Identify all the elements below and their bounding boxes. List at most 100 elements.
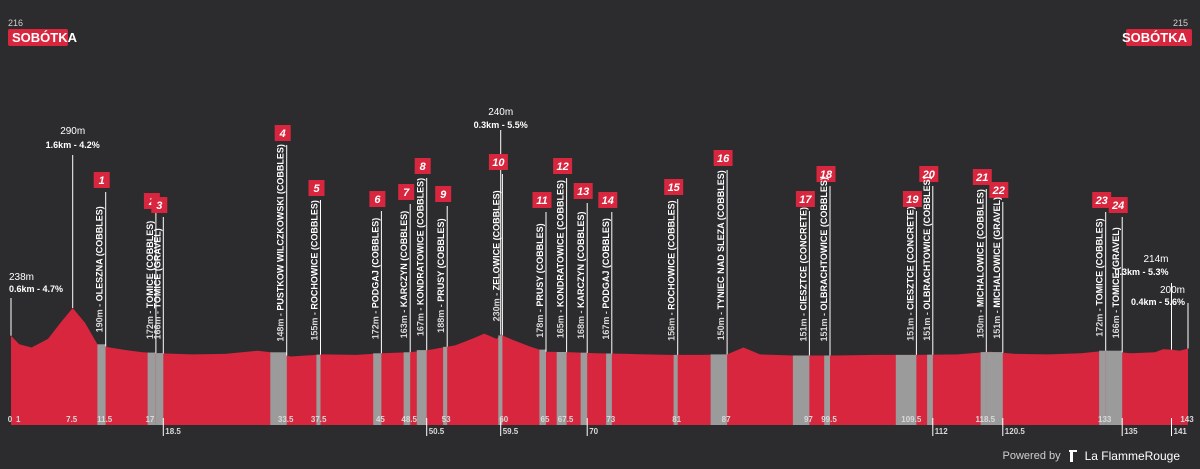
sector-number-15: 15 bbox=[668, 182, 681, 194]
km-tick-label: 141 bbox=[1174, 427, 1188, 436]
sector-number-box-3 bbox=[151, 197, 168, 213]
sector-number-box-11 bbox=[532, 192, 552, 208]
sector-bar-4 bbox=[270, 352, 287, 425]
km-tick-label: 97 bbox=[804, 415, 813, 424]
km-tick-label: 37.5 bbox=[311, 415, 327, 424]
sector-number-16: 16 bbox=[717, 153, 730, 165]
sector-number-5: 5 bbox=[313, 183, 320, 195]
sector-name-21: 150m - MICHALOWICE (COBBLES) bbox=[975, 189, 985, 338]
sector-number-4: 4 bbox=[279, 128, 286, 140]
sector-number-11: 11 bbox=[536, 195, 547, 207]
sector-name-1: 190m - OLESZNA (COBBLES) bbox=[95, 206, 105, 332]
sector-number-1: 1 bbox=[99, 175, 105, 187]
sector-number-box-20 bbox=[919, 166, 939, 182]
sector-number-box-14 bbox=[598, 192, 618, 208]
sector-bar-7 bbox=[403, 352, 411, 425]
climb-detail-4: 0.4km - 5.6% bbox=[1131, 297, 1185, 307]
km-tick-label: 53 bbox=[442, 415, 451, 424]
km-tick-label: 109.5 bbox=[901, 415, 922, 424]
finish-town-label: SOBÓTKA bbox=[1122, 30, 1188, 45]
climb-elevation-3: 214m bbox=[1143, 254, 1168, 265]
sector-name-5: 155m - ROCHOWICE (COBBLES) bbox=[310, 200, 320, 341]
elevation-profile-area bbox=[11, 308, 1188, 425]
sector-bar-13 bbox=[580, 352, 588, 425]
sector-number-13: 13 bbox=[577, 186, 589, 198]
km-tick-label: 67.5 bbox=[558, 415, 574, 424]
sector-number-box-22 bbox=[989, 182, 1009, 198]
sector-name-13: 168m - KARCZYN (COBBLES) bbox=[576, 211, 586, 339]
km-tick-label: 73 bbox=[606, 415, 615, 424]
km-tick-label: 18.5 bbox=[165, 427, 181, 436]
climb-detail-0: 0.6km - 4.7% bbox=[9, 284, 63, 294]
sector-number-18: 18 bbox=[820, 169, 833, 181]
profile-area-layer bbox=[11, 308, 1188, 425]
sector-name-15: 156m - ROCHOWICE (COBBLES) bbox=[667, 200, 677, 341]
sector-number-box-4 bbox=[274, 125, 291, 141]
sector-number-box-17 bbox=[795, 191, 815, 207]
sector-bar-12 bbox=[556, 352, 567, 425]
sector-bar-14 bbox=[606, 353, 612, 425]
km-tick-label: 59.5 bbox=[503, 427, 519, 436]
km-tick-label: 70 bbox=[589, 427, 598, 436]
sector-name-23: 172m - TOMICE (COBBLES) bbox=[1095, 218, 1105, 336]
sector-number-box-21 bbox=[972, 169, 992, 185]
flame-logo-icon bbox=[1068, 450, 1077, 462]
sector-bar-20 bbox=[927, 354, 933, 425]
sector-name-2: 172m - TOMICE (COBBLES) bbox=[145, 221, 155, 339]
sector-bar-9 bbox=[443, 346, 448, 425]
sector-name-17: 151m - CIESZTCE (CONCRETE) bbox=[798, 207, 808, 342]
sector-number-22: 22 bbox=[992, 185, 1005, 197]
sector-name-18: 151m - OLBRACHTOWICE (COBBLES) bbox=[819, 177, 829, 341]
sector-number-12: 12 bbox=[556, 161, 568, 173]
sector-bars-layer bbox=[97, 335, 1123, 425]
sector-bar-17 bbox=[792, 355, 810, 425]
climb-detail-2: 0.3km - 5.5% bbox=[474, 120, 528, 130]
sector-name-9: 188m - PRUSY (COBBLES) bbox=[436, 218, 446, 332]
sector-name-4: 148m - PUSTKOW WILCZKOWSKI (COBBLES) bbox=[276, 144, 286, 342]
km-tick-label: 48.5 bbox=[401, 415, 417, 424]
sector-bar-15 bbox=[673, 354, 678, 425]
sector-number-8: 8 bbox=[420, 161, 427, 173]
km-tick-label: 65 bbox=[541, 415, 550, 424]
km-tick-label: 1 bbox=[16, 415, 21, 424]
sector-name-10: 230m - ZELOWICE (COBBLES) bbox=[491, 190, 501, 321]
km-tick-label: 118.5 bbox=[976, 415, 996, 424]
sector-name-7: 163m - KARCZYN (COBBLES) bbox=[399, 211, 409, 339]
sector-bar-6 bbox=[373, 353, 382, 425]
sector-number-6: 6 bbox=[374, 194, 381, 206]
climb-elevation-1: 290m bbox=[60, 126, 85, 137]
sector-bar-2 bbox=[147, 352, 156, 425]
km-tick-label: 50.5 bbox=[429, 427, 445, 436]
sector-number-box-13 bbox=[573, 183, 593, 199]
sector-name-22: 151m - MICHALOWICE (GRAVEL) bbox=[992, 197, 1002, 339]
km-tick-label: 112 bbox=[935, 427, 948, 436]
km-tick-label: 133 bbox=[1098, 415, 1112, 424]
sector-name-3: 166m - TOMICE (GRAVEL) bbox=[152, 228, 162, 339]
km-tick-label: 60 bbox=[499, 415, 508, 424]
sector-number-box-24 bbox=[1108, 197, 1128, 213]
sector-number-box-8 bbox=[414, 158, 431, 174]
powered-by-label: Powered by bbox=[1002, 450, 1061, 462]
sector-name-6: 172m - PODGAJ (COBBLES) bbox=[370, 218, 380, 340]
sector-name-16: 150m - TYNIEC NAD SLEZA (COBBLES) bbox=[716, 170, 726, 340]
km-tick-label: 81 bbox=[672, 415, 681, 424]
start-header: 216 SOBÓTKA bbox=[8, 18, 78, 46]
sector-number-7: 7 bbox=[403, 187, 410, 199]
start-town-label: SOBÓTKA bbox=[12, 30, 78, 45]
sector-bar-5 bbox=[316, 354, 321, 425]
sector-number-21: 21 bbox=[975, 172, 988, 184]
sector-number-box-10 bbox=[488, 154, 508, 170]
climb-elevation-2: 240m bbox=[488, 107, 513, 118]
sector-name-24: 166m - TOMICE (GRAVEL) bbox=[1111, 227, 1121, 338]
sector-bar-10 bbox=[498, 335, 503, 425]
sector-bar-22 bbox=[986, 352, 1003, 425]
sector-number-box-6 bbox=[369, 191, 386, 207]
km-tick-label: 135 bbox=[1124, 427, 1138, 436]
sector-number-10: 10 bbox=[492, 157, 505, 169]
sector-number-box-12 bbox=[553, 158, 573, 174]
sector-number-14: 14 bbox=[602, 195, 614, 207]
km-tick-label: 87 bbox=[722, 415, 731, 424]
